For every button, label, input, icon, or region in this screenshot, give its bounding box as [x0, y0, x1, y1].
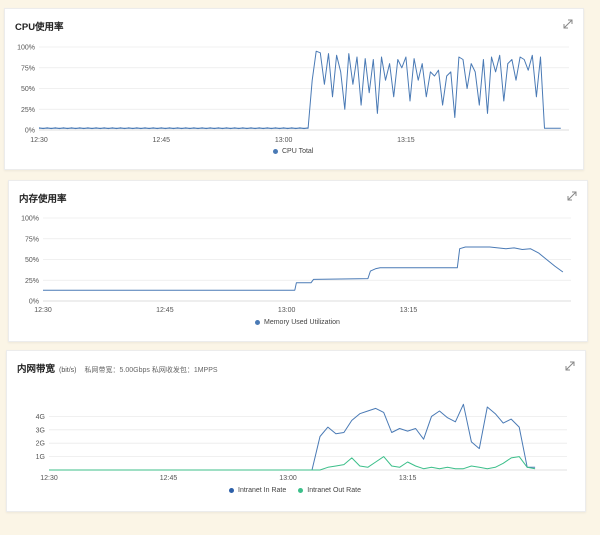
cpu-legend: CPU Total — [273, 148, 313, 155]
x-tick-label: 13:00 — [275, 137, 293, 144]
y-tick-label: 50% — [21, 86, 35, 93]
memory-usage-title: 内存使用率 — [19, 194, 67, 205]
expand-icon[interactable] — [563, 19, 573, 29]
series-line-intranet-in-rate — [49, 403, 536, 471]
y-tick-label: 1G — [36, 454, 45, 461]
y-tick-label: 100% — [21, 216, 39, 223]
y-tick-label: 75% — [21, 65, 35, 72]
x-tick-label: 13:15 — [399, 475, 417, 482]
legend-dot — [273, 149, 278, 154]
y-tick-label: 3G — [36, 427, 45, 434]
x-tick-label: 12:30 — [34, 307, 52, 314]
series-line-intranet-out-rate — [49, 456, 536, 471]
y-tick-label: 25% — [25, 278, 39, 285]
x-tick-label: 13:00 — [279, 475, 297, 482]
y-tick-label: 50% — [25, 257, 39, 264]
title-text: 内网带宽 — [17, 364, 56, 375]
series-noise-cpu-idle — [38, 127, 309, 130]
legend-item-memory[interactable]: Memory Used Utilization — [255, 319, 340, 326]
cpu-usage-title: CPU使用率 — [15, 22, 64, 33]
cpu-usage-card: CPU使用率 100% 75% 50% 25% 0% 12:30 12:45 13:00 13:… — [4, 8, 584, 170]
y-tick-label: 25% — [21, 107, 35, 114]
cpu-usage-chart: 100% 75% 50% 25% 0% 12:30 12:45 13:00 13:15 — [17, 45, 569, 144]
x-tick-label: 12:45 — [160, 475, 178, 482]
x-tick-label: 12:45 — [156, 307, 174, 314]
intranet-bandwidth-chart: 4G 3G 2G 1G 12:30 12:45 13:00 13:15 — [36, 403, 567, 482]
expand-icon[interactable] — [565, 361, 575, 371]
x-tick-label: 13:00 — [278, 307, 296, 314]
y-tick-label: 2G — [36, 441, 45, 448]
legend-item-cpu-total[interactable]: CPU Total — [273, 148, 313, 155]
memory-usage-chart: 100% 75% 50% 25% 0%12:30 12:45 13:00 13:15 — [21, 216, 571, 314]
memory-usage-card: 内存使用率 100% 75% 50% 25% 0% 12:30 12:45 13:00 13:1… — [8, 180, 588, 342]
legend-dot — [255, 320, 260, 325]
series-line-cpu-total — [39, 50, 561, 129]
legend-dot — [298, 488, 304, 493]
intranet-bandwidth-title: 内网带宽 (bit/s) 私网带宽：5.00Gbps 私网收发包：1MPPS — [17, 361, 218, 375]
y-tick-label: 100% — [17, 45, 35, 52]
network-legend: Intranet In Rate Intranet Out Rate — [229, 487, 361, 494]
y-tick-label: 0% — [29, 299, 39, 306]
x-tick-label: 13:15 — [397, 137, 415, 144]
legend-label: CPU Total — [282, 148, 314, 155]
x-tick-label: 12:45 — [153, 137, 171, 144]
legend-item-in-rate[interactable]: Intranet In Rate — [229, 487, 286, 494]
legend-dot — [229, 488, 234, 493]
legend-label: Memory Used Utilization — [264, 319, 340, 326]
y-tick-label: 4G — [36, 414, 45, 421]
x-tick-label: 13:15 — [400, 307, 418, 314]
legend-label: Intranet Out Rate — [307, 487, 361, 494]
bandwidth-meta: 私网带宽：5.00Gbps 私网收发包：1MPPS — [84, 367, 218, 374]
memory-legend: Memory Used Utilization — [255, 319, 340, 326]
unit-label: (bit/s) — [59, 367, 77, 374]
legend-label: Intranet In Rate — [238, 487, 287, 494]
y-tick-label: 75% — [25, 236, 39, 243]
legend-item-out-rate[interactable]: Intranet Out Rate — [298, 487, 361, 494]
series-line-memory-used-utilization — [43, 246, 564, 291]
y-tick-label: 0% — [25, 128, 35, 135]
x-tick-label: 12:30 — [40, 475, 58, 482]
x-tick-label: 12:30 — [30, 137, 48, 144]
intranet-bandwidth-card: 内网带宽 (bit/s) 私网带宽：5.00Gbps 私网收发包：1MPPS 4G 3… — [6, 350, 586, 512]
expand-icon[interactable] — [567, 191, 577, 201]
